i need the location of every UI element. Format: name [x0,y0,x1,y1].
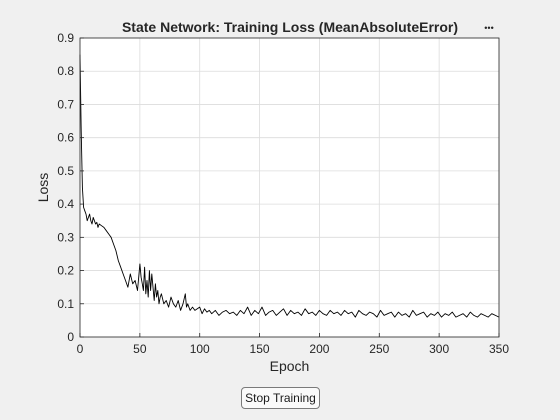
y-tick-label: 0 [67,330,74,344]
y-tick-label: 0.1 [57,297,74,311]
y-tick-label: 0.3 [57,230,74,244]
x-axis-ticks: 0 50 100 150 200 250 300 350 [77,333,509,356]
y-tick-label: 0.8 [57,64,74,78]
x-tick-label: 350 [489,342,509,356]
x-tick-label: 250 [369,342,389,356]
chart-title: State Network: Training Loss (MeanAbsolu… [122,19,458,35]
x-tick-label: 300 [429,342,449,356]
y-tick-label: 0.9 [57,31,74,45]
plot-frame [79,37,500,338]
y-tick-label: 0.6 [57,131,74,145]
loss-series [79,54,500,318]
y-tick-label: 0.5 [57,164,74,178]
y-axis-label: Loss [35,173,51,203]
x-tick-label: 100 [190,342,210,356]
x-tick-label: 50 [133,342,147,356]
loss-line [79,54,500,318]
training-loss-chart: State Network: Training Loss (MeanAbsolu… [35,19,509,374]
y-axis-ticks: 0 0.1 0.2 0.3 0.4 0.5 0.6 0.7 0.8 0.9 [57,31,84,344]
y-tick-label: 0.2 [57,264,74,278]
x-tick-label: 0 [77,342,84,356]
x-tick-label: 150 [250,342,270,356]
y-tick-label: 0.4 [57,197,74,211]
x-axis-label: Epoch [270,358,310,374]
x-tick-label: 200 [309,342,329,356]
plot-area [80,38,499,337]
y-tick-label: 0.7 [57,97,74,111]
ellipsis-icon[interactable]: ••• [484,23,493,33]
stop-training-button[interactable]: Stop Training [241,387,320,409]
